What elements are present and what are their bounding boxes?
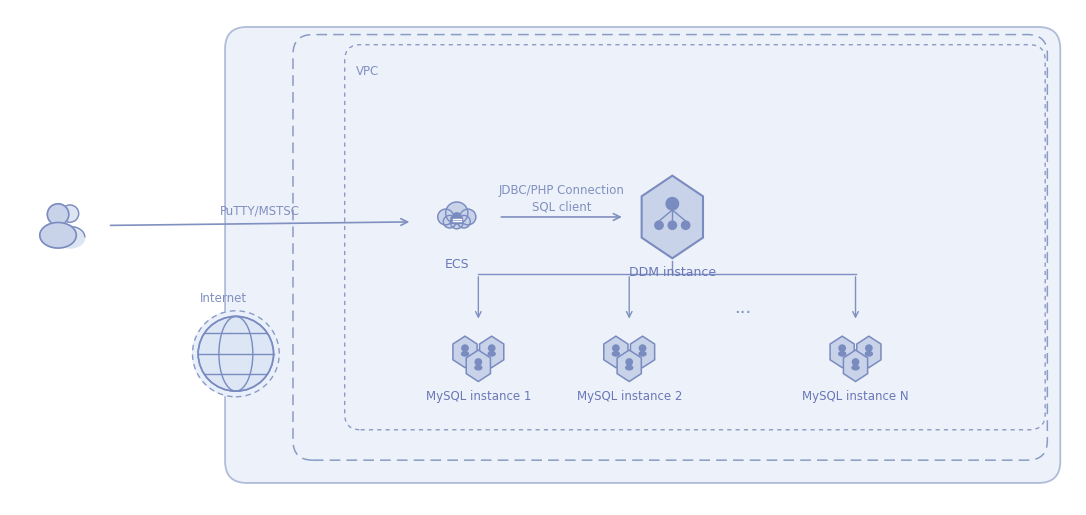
- Text: ...: ...: [734, 299, 752, 317]
- Text: VPC: VPC: [355, 65, 379, 78]
- Circle shape: [462, 345, 468, 351]
- Circle shape: [443, 215, 456, 228]
- Polygon shape: [830, 336, 855, 368]
- Polygon shape: [617, 350, 642, 382]
- Polygon shape: [642, 176, 703, 259]
- Circle shape: [445, 202, 468, 224]
- Circle shape: [682, 221, 690, 229]
- Ellipse shape: [626, 366, 633, 370]
- Ellipse shape: [40, 222, 76, 248]
- Ellipse shape: [453, 213, 460, 218]
- Polygon shape: [604, 336, 628, 368]
- Circle shape: [460, 209, 476, 225]
- Text: MySQL instance 2: MySQL instance 2: [577, 390, 682, 403]
- Ellipse shape: [489, 352, 495, 356]
- Text: DDM instance: DDM instance: [629, 266, 716, 279]
- Polygon shape: [466, 350, 491, 382]
- Ellipse shape: [639, 352, 646, 356]
- Circle shape: [476, 359, 481, 365]
- Ellipse shape: [613, 352, 619, 356]
- Ellipse shape: [853, 366, 859, 370]
- Circle shape: [457, 215, 470, 228]
- Circle shape: [626, 359, 632, 365]
- Polygon shape: [480, 336, 504, 368]
- Polygon shape: [631, 336, 655, 368]
- Circle shape: [192, 311, 279, 397]
- FancyBboxPatch shape: [225, 27, 1060, 483]
- Circle shape: [640, 345, 646, 351]
- Circle shape: [438, 209, 454, 225]
- Circle shape: [655, 221, 664, 229]
- Polygon shape: [453, 336, 477, 368]
- Circle shape: [866, 345, 872, 351]
- Circle shape: [61, 205, 78, 222]
- Text: MySQL instance N: MySQL instance N: [803, 390, 909, 403]
- Circle shape: [198, 316, 274, 391]
- Text: SQL client: SQL client: [532, 200, 591, 213]
- Ellipse shape: [838, 352, 846, 356]
- Text: Internet: Internet: [200, 291, 248, 304]
- Ellipse shape: [866, 352, 872, 356]
- Circle shape: [666, 198, 679, 210]
- Circle shape: [839, 345, 845, 351]
- Text: PuTTY/MSTSC: PuTTY/MSTSC: [219, 204, 300, 217]
- Text: MySQL instance 1: MySQL instance 1: [426, 390, 531, 403]
- Ellipse shape: [462, 352, 468, 356]
- Circle shape: [668, 221, 677, 229]
- Circle shape: [489, 345, 495, 351]
- Polygon shape: [857, 336, 881, 368]
- Ellipse shape: [475, 366, 482, 370]
- Text: JDBC/PHP Connection: JDBC/PHP Connection: [498, 184, 624, 197]
- Circle shape: [613, 345, 619, 351]
- FancyBboxPatch shape: [451, 217, 463, 224]
- Polygon shape: [844, 350, 868, 382]
- Text: ECS: ECS: [444, 259, 469, 271]
- Circle shape: [451, 216, 463, 229]
- Circle shape: [853, 359, 859, 365]
- Ellipse shape: [55, 227, 85, 248]
- Circle shape: [48, 204, 68, 225]
